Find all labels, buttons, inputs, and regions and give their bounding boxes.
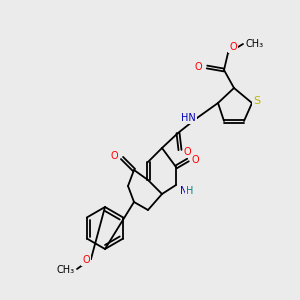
Text: O: O (184, 147, 192, 157)
Text: CH₃: CH₃ (57, 265, 75, 275)
Text: O: O (192, 155, 200, 165)
Text: O: O (110, 151, 118, 161)
Text: N: N (180, 186, 188, 196)
Text: HN: HN (181, 113, 196, 123)
Text: S: S (254, 96, 261, 106)
Text: CH₃: CH₃ (245, 39, 263, 49)
Text: O: O (229, 42, 237, 52)
Text: O: O (194, 62, 202, 72)
Text: O: O (82, 255, 90, 265)
Text: H: H (186, 186, 194, 196)
